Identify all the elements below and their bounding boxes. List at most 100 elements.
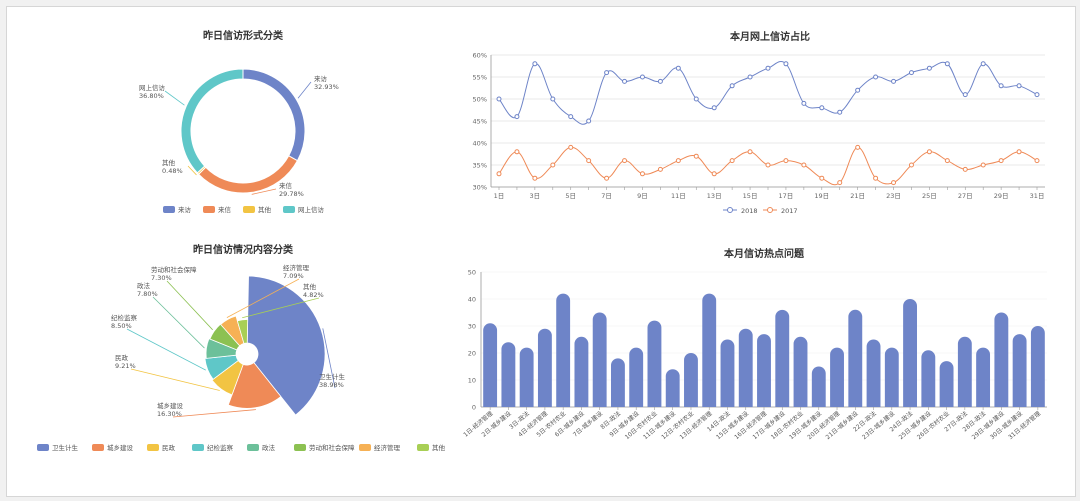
line-point — [891, 78, 897, 84]
bar — [483, 323, 498, 407]
line-point — [639, 74, 645, 80]
line-point — [747, 74, 753, 80]
line-point — [855, 87, 861, 93]
bar — [921, 350, 936, 407]
bar — [610, 358, 625, 407]
legend-swatch — [163, 206, 175, 213]
bar — [957, 336, 972, 407]
rose-leader-line — [126, 328, 206, 371]
line-x-tick: 11日 — [671, 192, 686, 200]
bar — [574, 336, 589, 407]
line-x-tick: 23日 — [886, 192, 901, 200]
bar — [939, 361, 954, 407]
legend-label: 2018 — [741, 207, 758, 215]
donut-slice-value: 32.93% — [314, 83, 339, 91]
rose-leader-line — [152, 296, 205, 349]
legend-label: 劳动和社会保障 — [309, 443, 355, 452]
legend-label: 网上信访 — [298, 205, 325, 214]
line-point — [783, 158, 789, 164]
line-x-tick: 1日 — [494, 192, 505, 200]
line-point — [729, 158, 735, 164]
bar — [1030, 325, 1045, 407]
line-x-tick: 29日 — [994, 192, 1009, 200]
line-point — [514, 149, 520, 155]
line-point — [604, 70, 610, 76]
bar-y-tick: 10 — [468, 377, 476, 385]
line-point — [1034, 158, 1040, 164]
line-point — [765, 162, 771, 168]
line-point — [675, 65, 681, 71]
legend-label: 来信 — [218, 205, 232, 214]
line-y-tick: 50% — [473, 96, 487, 104]
line-point — [855, 144, 861, 150]
line-x-tick: 17日 — [779, 192, 794, 200]
line-point — [532, 61, 538, 67]
line-title: 本月网上信访占比 — [730, 30, 810, 43]
rose-slice-label: 其他 — [303, 282, 317, 291]
legend-label: 纪检监察 — [207, 443, 234, 452]
rose-slice-label: 政法 — [137, 281, 151, 290]
legend-swatch — [147, 444, 159, 451]
line-x-tick: 5日 — [565, 192, 576, 200]
rose-slice-label: 纪检监察 — [111, 313, 138, 322]
donut-slice — [180, 68, 244, 174]
bar — [775, 309, 790, 407]
legend-swatch — [37, 444, 49, 451]
line-chart: 30% 35% 40% 45% 50% 55% 60% 1日 3日 5日 7日 9日 11日 13日 15日… — [473, 52, 1045, 200]
line-x-tick: 31日 — [1030, 192, 1045, 200]
line-y-tick: 55% — [473, 74, 487, 82]
legend-label: 其他 — [432, 443, 446, 452]
line-point — [729, 83, 735, 89]
line-x-tick: 27日 — [958, 192, 973, 200]
line-point — [765, 65, 771, 71]
line-point — [873, 74, 879, 80]
line-point — [675, 158, 681, 164]
line-x-tick: 3日 — [530, 192, 541, 200]
bar-title: 本月信访热点问题 — [724, 247, 805, 260]
donut-leader-line — [164, 90, 185, 106]
line-y-tick: 35% — [473, 162, 487, 170]
bar — [647, 320, 662, 407]
line-point — [926, 149, 932, 155]
bar — [592, 312, 607, 407]
rose-slice-label: 卫生计生 — [319, 372, 346, 381]
rose-title: 昨日信访情况内容分类 — [193, 243, 293, 256]
bar — [848, 309, 863, 407]
line-point — [998, 158, 1004, 164]
rose-slice-value: 8.50% — [111, 322, 132, 330]
line-point — [586, 158, 592, 164]
rose-leader-line — [322, 328, 336, 389]
legend-swatch — [247, 444, 259, 451]
line-point — [837, 180, 843, 186]
bar — [994, 312, 1009, 407]
line-point — [711, 105, 717, 111]
bar-y-tick: 40 — [468, 296, 476, 304]
line-point — [711, 171, 717, 177]
rose-leader-line — [172, 409, 257, 418]
line-point — [783, 61, 789, 67]
line-y-tick: 60% — [473, 52, 487, 60]
line-point — [980, 162, 986, 168]
bar — [556, 293, 571, 407]
legend-swatch — [417, 444, 429, 451]
donut-title: 昨日信访形式分类 — [203, 29, 283, 42]
dashboard-panel: 昨日信访形式分类 昨日信访情况内容分类 本月网上信访占比 本月信访热点问题 来访… — [6, 6, 1076, 497]
line-point — [944, 61, 950, 67]
bar — [501, 342, 516, 407]
line-x-tick: 25日 — [922, 192, 937, 200]
line-x-tick: 13日 — [707, 192, 722, 200]
rose-slice — [246, 275, 326, 416]
line-point — [926, 65, 932, 71]
donut-leader-line — [251, 188, 277, 195]
line-point — [998, 83, 1004, 89]
line-point — [496, 171, 502, 177]
donut-leader-line — [297, 81, 312, 99]
donut-leader-line — [187, 165, 197, 176]
bar — [976, 347, 991, 407]
legend-label: 2017 — [781, 207, 798, 215]
legend-swatch — [92, 444, 104, 451]
donut-slice-label: 来访 — [314, 74, 328, 83]
bar — [903, 299, 918, 407]
bar — [702, 293, 717, 407]
